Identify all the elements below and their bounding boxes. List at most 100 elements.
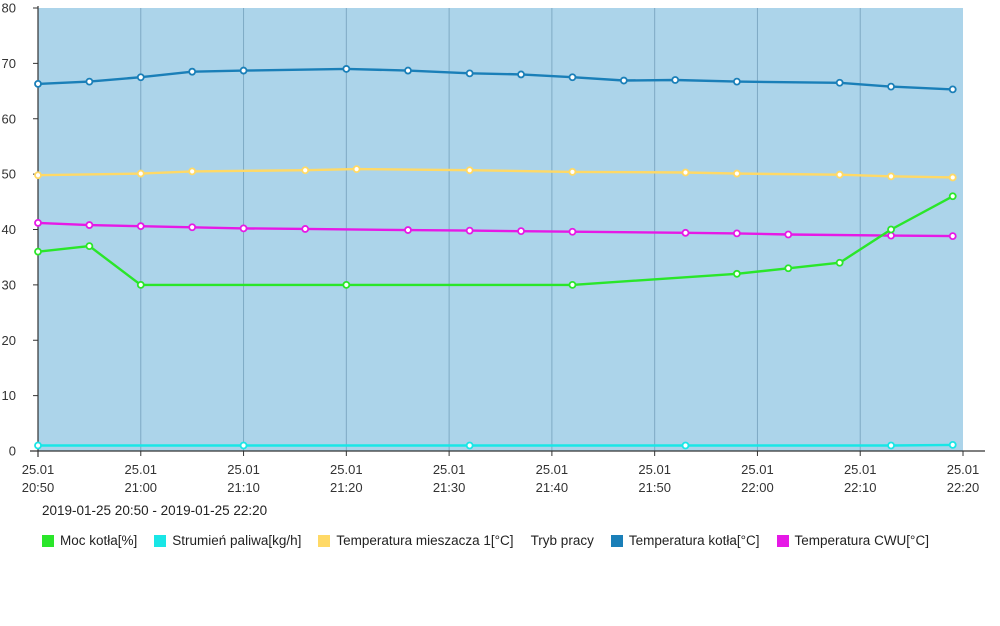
data-point[interactable] [188,67,197,76]
data-point[interactable] [34,441,42,450]
legend-label: Temperatura mieszacza 1[°C] [336,533,514,548]
legend-label: Temperatura CWU[°C] [794,533,929,548]
data-point[interactable] [568,280,577,289]
legend-label: Moc kotła[%] [60,533,138,548]
data-point[interactable] [835,258,844,267]
x-tick-label-time: 21:30 [433,480,466,495]
legend-item[interactable]: Strumień paliwa[kg/h] [154,533,301,548]
data-point[interactable] [34,247,42,256]
data-point[interactable] [136,73,145,82]
data-point[interactable] [517,70,525,79]
y-tick-label: 20 [2,333,16,348]
data-point[interactable] [948,192,957,201]
data-point[interactable] [732,229,741,238]
data-point[interactable] [681,441,690,450]
data-point[interactable] [568,168,577,176]
data-point[interactable] [887,172,895,181]
legend-item[interactable]: Moc kotła[%] [42,533,137,548]
data-point[interactable] [835,170,844,179]
series-line [38,443,953,447]
data-point[interactable] [784,264,793,273]
legend-swatch [776,534,789,547]
data-point[interactable] [732,77,741,86]
data-point[interactable] [887,231,895,240]
data-point[interactable] [342,65,351,73]
x-tick-label-time: 22:00 [741,480,774,495]
legend-item[interactable]: Temperatura kotła[°C] [610,533,760,548]
x-tick-label-date: 25.01 [741,462,774,477]
x-axis-ticks: 25.01 20:50 25.01 21:00 25.01 21:10 25.01 21:20… [22,451,979,495]
legend-swatch [610,534,623,547]
data-point[interactable] [136,280,145,289]
data-point[interactable] [887,441,895,450]
data-point[interactable] [732,169,741,178]
data-point[interactable] [85,242,94,251]
data-point[interactable] [188,167,197,176]
legend-item[interactable]: Tryb pracy [531,533,594,548]
y-tick-label: 50 [2,167,16,182]
data-point[interactable] [342,280,351,289]
x-tick-label-date: 25.01 [844,462,877,477]
data-point[interactable] [404,66,412,75]
data-point[interactable] [835,78,844,87]
x-tick-label-date: 25.01 [536,462,569,477]
data-point[interactable] [732,269,741,278]
x-tick-label-date: 25.01 [125,462,158,477]
data-point[interactable] [136,222,145,231]
legend-item[interactable]: Temperatura mieszacza 1[°C] [318,533,514,548]
data-point[interactable] [948,232,957,241]
data-point[interactable] [352,165,361,174]
data-point[interactable] [681,168,690,177]
series-group [34,65,957,94]
data-point[interactable] [301,225,310,233]
data-point[interactable] [34,218,42,227]
x-tick-label-date: 25.01 [433,462,466,477]
x-tick-label-time: 21:40 [536,480,569,495]
data-point[interactable] [465,441,474,450]
y-tick-label: 40 [2,222,16,237]
legend: Moc kotła[%] Strumień paliwa[kg/h] Tempera… [42,533,946,548]
data-point[interactable] [136,169,145,178]
data-point[interactable] [465,226,474,235]
y-tick-label: 60 [2,111,16,126]
data-point[interactable] [85,221,94,229]
data-point[interactable] [948,441,957,449]
data-point[interactable] [465,69,474,78]
data-point[interactable] [681,228,690,237]
y-axis-ticks: 0 10 20 30 40 50 60 70 80 [2,1,38,459]
data-point[interactable] [568,73,577,82]
data-point[interactable] [887,225,895,234]
x-tick-label-date: 25.01 [227,462,260,477]
data-point[interactable] [568,227,577,236]
data-point[interactable] [85,77,94,86]
x-tick-label-time: 21:10 [227,480,260,495]
data-point[interactable] [784,230,793,239]
series-line [37,195,954,287]
data-point[interactable] [517,227,525,236]
legend-item[interactable]: Temperatura CWU[°C] [776,533,929,548]
x-tick-label-time: 22:10 [844,480,877,495]
x-tick-label-date: 25.01 [22,462,55,477]
data-point[interactable] [301,166,310,175]
data-point[interactable] [671,76,680,84]
data-point[interactable] [465,166,474,175]
data-point[interactable] [948,85,957,94]
data-point[interactable] [619,76,628,85]
data-point[interactable] [887,82,895,91]
data-point[interactable] [948,173,957,182]
legend-label: Tryb pracy [530,533,594,548]
y-tick-label: 30 [2,277,16,292]
data-point[interactable] [34,171,42,180]
data-point[interactable] [404,226,412,234]
data-point[interactable] [239,66,248,75]
data-point[interactable] [34,79,42,88]
data-point[interactable] [188,223,197,232]
x-tick-label-time: 20:50 [22,480,55,495]
data-point[interactable] [239,224,248,233]
series-group [34,165,957,182]
series-group [34,441,957,450]
y-tick-label: 0 [9,444,16,459]
data-point[interactable] [239,441,248,450]
legend-label: Strumień paliwa[kg/h] [172,533,302,548]
